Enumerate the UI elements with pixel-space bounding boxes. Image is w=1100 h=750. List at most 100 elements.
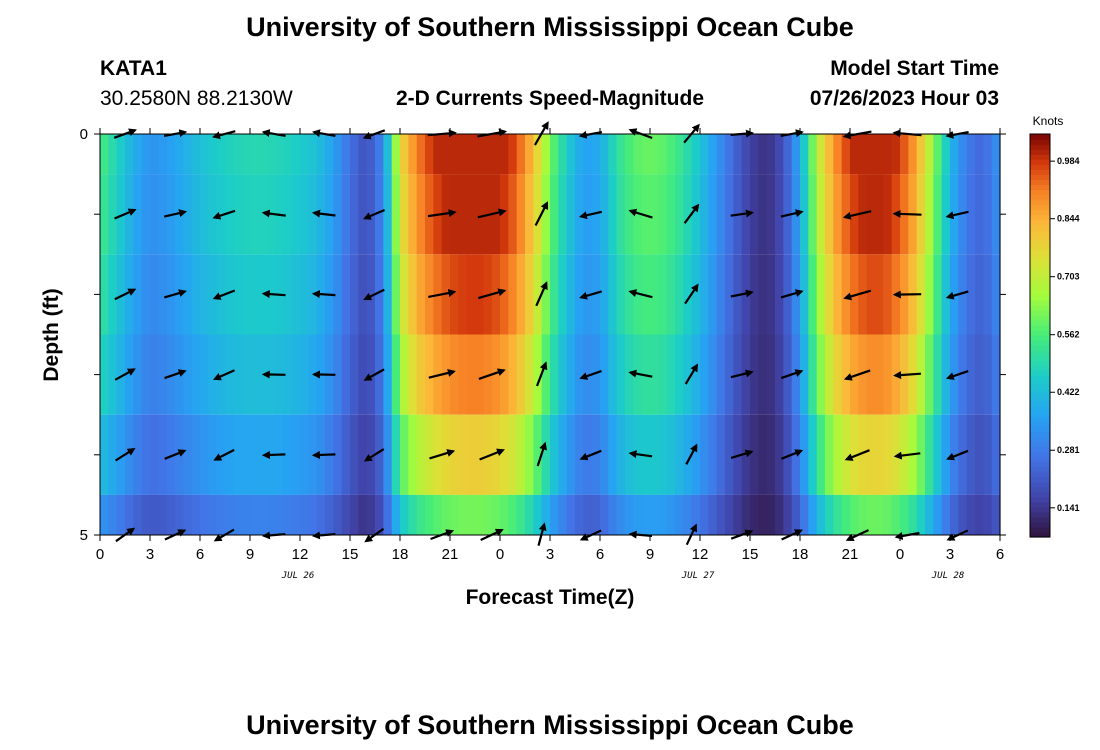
heatmap-cell — [333, 134, 343, 175]
heatmap-cell — [841, 254, 851, 335]
current-arrow — [892, 209, 922, 218]
heatmap-cell — [541, 254, 551, 335]
heatmap-cell — [933, 174, 943, 255]
heatmap-cell — [791, 494, 801, 535]
heatmap-cell — [200, 134, 209, 175]
heatmap-cell — [275, 134, 284, 175]
heatmap-cell — [316, 134, 326, 175]
heatmap-cell — [658, 334, 668, 415]
heatmap-cell — [583, 134, 593, 175]
current-arrow — [780, 289, 804, 299]
current-arrow — [730, 449, 754, 459]
colorbar-swatch — [1030, 320, 1050, 327]
heatmap-cell — [825, 414, 834, 495]
heatmap-cell — [108, 414, 118, 495]
heatmap-cell — [475, 254, 484, 335]
heatmap-cell — [866, 414, 876, 495]
heatmap-cell — [533, 254, 543, 335]
heatmap-cell — [408, 174, 418, 255]
current-arrow — [212, 369, 235, 381]
heatmap-cell — [466, 254, 476, 335]
heatmap-cell — [141, 134, 151, 175]
heatmap-cell — [350, 174, 359, 255]
heatmap-cell — [850, 334, 859, 415]
heatmap-cell — [183, 334, 193, 415]
heatmap-cell — [933, 414, 943, 495]
heatmap-cell — [516, 414, 526, 495]
heatmap-cell — [841, 494, 851, 535]
heatmap-cell — [841, 174, 851, 255]
heatmap-cell — [283, 414, 293, 495]
colorbar-swatch — [1030, 184, 1050, 191]
heatmap-cell — [133, 414, 143, 495]
heatmap-cell — [925, 494, 934, 535]
heatmap-cell — [566, 134, 576, 175]
current-arrow — [535, 281, 548, 307]
heatmap-cell — [641, 174, 651, 255]
heatmap-cell — [675, 334, 684, 415]
heatmap-cell — [883, 134, 893, 175]
heatmap-cell — [291, 414, 301, 495]
heatmap-cell — [250, 334, 259, 415]
heatmap-cell — [775, 134, 784, 175]
heatmap-cell — [141, 414, 151, 495]
heatmap-cell — [900, 494, 909, 535]
heatmap-cell — [541, 174, 551, 255]
heatmap-cell — [775, 334, 784, 415]
heatmap-cell — [241, 174, 251, 255]
heatmap-cell — [375, 134, 384, 175]
heatmap-cell — [508, 174, 518, 255]
heatmap-cell — [408, 494, 418, 535]
current-arrow — [479, 448, 505, 461]
heatmap-cell — [833, 414, 843, 495]
heatmap-cell — [250, 174, 259, 255]
heatmap-cell — [883, 174, 893, 255]
heatmap-cell — [233, 494, 243, 535]
heatmap-cell — [983, 254, 993, 335]
heatmap-cell — [525, 334, 534, 415]
heatmap-cell — [958, 494, 968, 535]
heatmap-cell — [450, 334, 459, 415]
heatmap-cell — [216, 494, 226, 535]
current-arrow — [893, 371, 921, 380]
x-axis: 0 3 6 9 12 15 18 21 0 3 6 9 12 15 18 21 0 3 6 JUL 26 JUL 27 J… — [96, 128, 1004, 581]
colorbar-swatch — [1030, 169, 1050, 175]
heatmap-cell — [766, 334, 776, 415]
heatmap-cell — [841, 134, 851, 175]
current-arrow — [780, 209, 804, 218]
heatmap-cell — [975, 174, 984, 255]
heatmap-cell — [450, 174, 459, 255]
heatmap-cell — [608, 134, 618, 175]
heatmap-cell — [400, 174, 409, 255]
heatmap-cell — [983, 174, 993, 255]
heatmap-cell — [708, 134, 718, 175]
current-arrow — [212, 209, 236, 220]
current-arrow — [628, 369, 653, 378]
colorbar-swatch — [1030, 330, 1050, 337]
x-tick-label: 12 — [292, 546, 309, 563]
heatmap-cell — [458, 134, 468, 175]
current-arrow — [893, 451, 921, 460]
heatmap-cell — [225, 414, 234, 495]
x-axis-label: Forecast Time(Z) — [466, 586, 635, 609]
x-tick-label: 3 — [146, 546, 154, 563]
heatmap-cell — [466, 494, 476, 535]
heatmap-cell — [250, 254, 259, 335]
heatmap-cell — [141, 174, 151, 255]
current-arrow — [312, 209, 336, 218]
heatmap-cell — [766, 174, 776, 255]
heatmap-cell — [383, 134, 393, 175]
heatmap-cell — [500, 134, 509, 175]
heatmap-cell — [650, 134, 659, 175]
heatmap-cell — [641, 494, 651, 535]
heatmap-cell — [191, 414, 201, 495]
heatmap-cell — [108, 494, 118, 535]
heatmap-cell — [241, 134, 251, 175]
heatmap-cell — [116, 494, 126, 535]
heatmap-cell — [366, 134, 376, 175]
colorbar-swatch — [1030, 521, 1050, 528]
heatmap-cell — [600, 254, 609, 335]
heatmap-cell — [600, 174, 609, 255]
heatmap-cell — [508, 494, 518, 535]
heatmap-cell — [966, 134, 976, 175]
